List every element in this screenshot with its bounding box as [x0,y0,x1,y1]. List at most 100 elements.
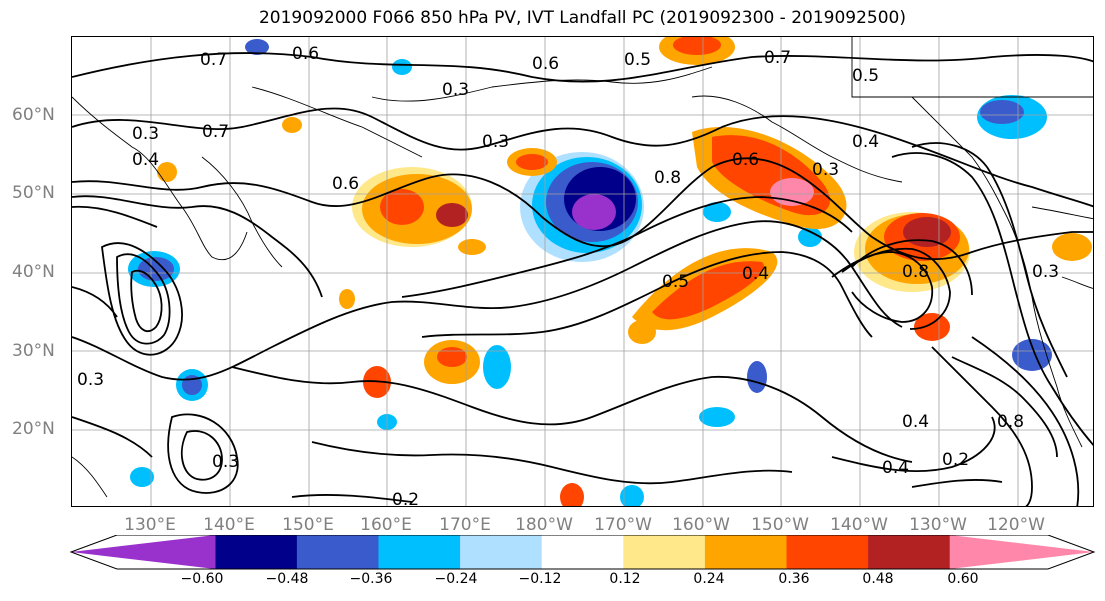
positive-anomaly-south-1 [424,340,480,384]
positive-anomaly-west-pacific [352,167,472,247]
lon-label-130w: 130°W [909,515,967,535]
positive-anomaly-small-d [458,239,486,255]
contour-label: 0.3 [132,124,159,144]
colorbar-swatch [623,535,706,569]
contour-label: 0.5 [662,272,689,292]
contour-label: 0.6 [532,54,559,74]
negative-anomaly-small-6 [699,407,735,427]
colorbar [69,535,1096,570]
positive-anomaly-far-east [1052,233,1092,261]
negative-anomaly-small-12 [130,467,154,487]
negative-anomaly-small-5 [798,227,822,247]
negative-anomaly-small-10 [620,485,644,506]
colorbar-tick-label: 0.24 [693,571,725,587]
graticule [72,37,1093,506]
positive-anomaly-central-band [632,248,778,331]
contour-label: 0.4 [742,264,769,284]
colorbar-tick-label: −0.24 [434,571,478,587]
contour-labels: 0.6 0.7 0.6 0.5 0.7 0.5 0.3 0.3 0.4 0.3 … [77,44,1059,507]
negative-anomaly-central [520,152,644,262]
colorbar-tick-label: 0.36 [778,571,810,587]
lon-label-120w: 120°W [987,515,1045,535]
negative-anomaly-small-3 [747,361,767,393]
contour-label: 0.3 [812,160,839,180]
lat-label-20n: 20°N [12,419,55,439]
colorbar-tick-label: −0.12 [518,571,562,587]
negative-anomaly-small-4 [703,202,731,222]
negative-anomaly-northeast [977,95,1047,139]
colorbar-tick-label: 0.12 [609,571,641,587]
positive-anomaly-north-central [507,148,557,176]
contour-label: 0.7 [202,122,229,142]
map-canvas: 0.6 0.7 0.6 0.5 0.7 0.5 0.3 0.3 0.4 0.3 … [72,37,1093,507]
contour-label: 0.5 [624,50,651,70]
positive-anomaly-small-c [282,117,302,133]
negative-anomaly-small-1 [176,369,208,401]
contour-label: 0.4 [132,150,159,170]
contour-label: 0.6 [732,150,759,170]
contour-label: 0.7 [764,48,791,68]
lon-label-160e: 160°E [360,515,412,535]
positive-anomaly-small-b [339,289,355,309]
lon-label-140e: 140°E [203,515,255,535]
contour-label: 0.4 [902,412,929,432]
contour-label: 0.2 [942,450,969,470]
colorbar-swatch [786,535,869,569]
positive-anomaly-north-rim [659,37,735,65]
lon-label-160w: 160°W [672,515,730,535]
colorbar-swatch [215,535,298,569]
pv-anomaly-fills [128,37,1092,506]
lat-label-30n: 30°N [12,341,55,361]
contour-label: 0.3 [1032,262,1059,282]
lon-label-140w: 140°W [830,515,888,535]
colorbar-tick-label: −0.48 [265,571,309,587]
negative-anomaly-small-2 [483,345,511,389]
positive-anomaly-northeast-pacific [854,212,970,292]
contour-label: 0.4 [882,458,909,478]
colorbar-outline [69,535,1096,570]
lat-label-50n: 50°N [12,183,55,203]
contour-label: 0.6 [292,44,319,64]
colorbar-extend-high [949,535,1094,569]
negative-anomaly-small-7 [245,39,269,55]
lon-label-180w: 180°W [515,515,573,535]
colorbar-tick-label: 0.60 [947,571,979,587]
map-panel[interactable]: 0.6 0.7 0.6 0.5 0.7 0.5 0.3 0.3 0.4 0.3 … [71,36,1094,507]
lon-label-150w: 150°W [751,515,809,535]
contour-label: 0.3 [212,452,239,472]
contour-label: 0.7 [200,50,227,70]
lon-label-130e: 130°E [124,515,176,535]
positive-anomaly-small-a [560,483,584,506]
colorbar-swatch [296,535,379,569]
contour-label: 0.6 [332,174,359,194]
contour-label: 0.8 [997,412,1024,432]
lon-label-170w: 170°W [594,515,652,535]
colorbar-tick-label: −0.60 [180,571,224,587]
colorbar-swatch [378,535,461,569]
contour-label: 0.3 [482,132,509,152]
contour-label: 0.3 [442,80,469,100]
positive-anomaly-small-e [157,162,177,182]
negative-anomaly-small-9 [1012,339,1052,371]
colorbar-swatch [704,535,788,569]
colorbar-tick-label: −0.36 [349,571,393,587]
positive-anomaly-east-coast [914,313,950,341]
colorbar-tick-label: 0.48 [862,571,894,587]
coastlines [72,37,1093,498]
colorbar-swatch [541,535,624,569]
map-title: 2019092000 F066 850 hPa PV, IVT Landfall… [258,8,906,28]
contour-label: 0.5 [852,66,879,86]
positive-anomaly-south-3 [628,320,656,344]
contour-label: 0.3 [77,370,104,390]
colorbar-swatch [868,535,951,569]
contour-label: 0.8 [902,262,929,282]
lat-label-60n: 60°N [12,105,55,125]
pv-contours [72,52,1093,506]
contour-label: 0.2 [392,490,419,507]
contour-label: 0.4 [852,132,879,152]
lat-label-40n: 40°N [12,262,55,282]
negative-anomaly-small-8 [392,59,412,75]
contour-label: 0.8 [654,168,681,188]
lon-label-170e: 170°E [439,515,491,535]
colorbar-extend-low [71,535,216,569]
